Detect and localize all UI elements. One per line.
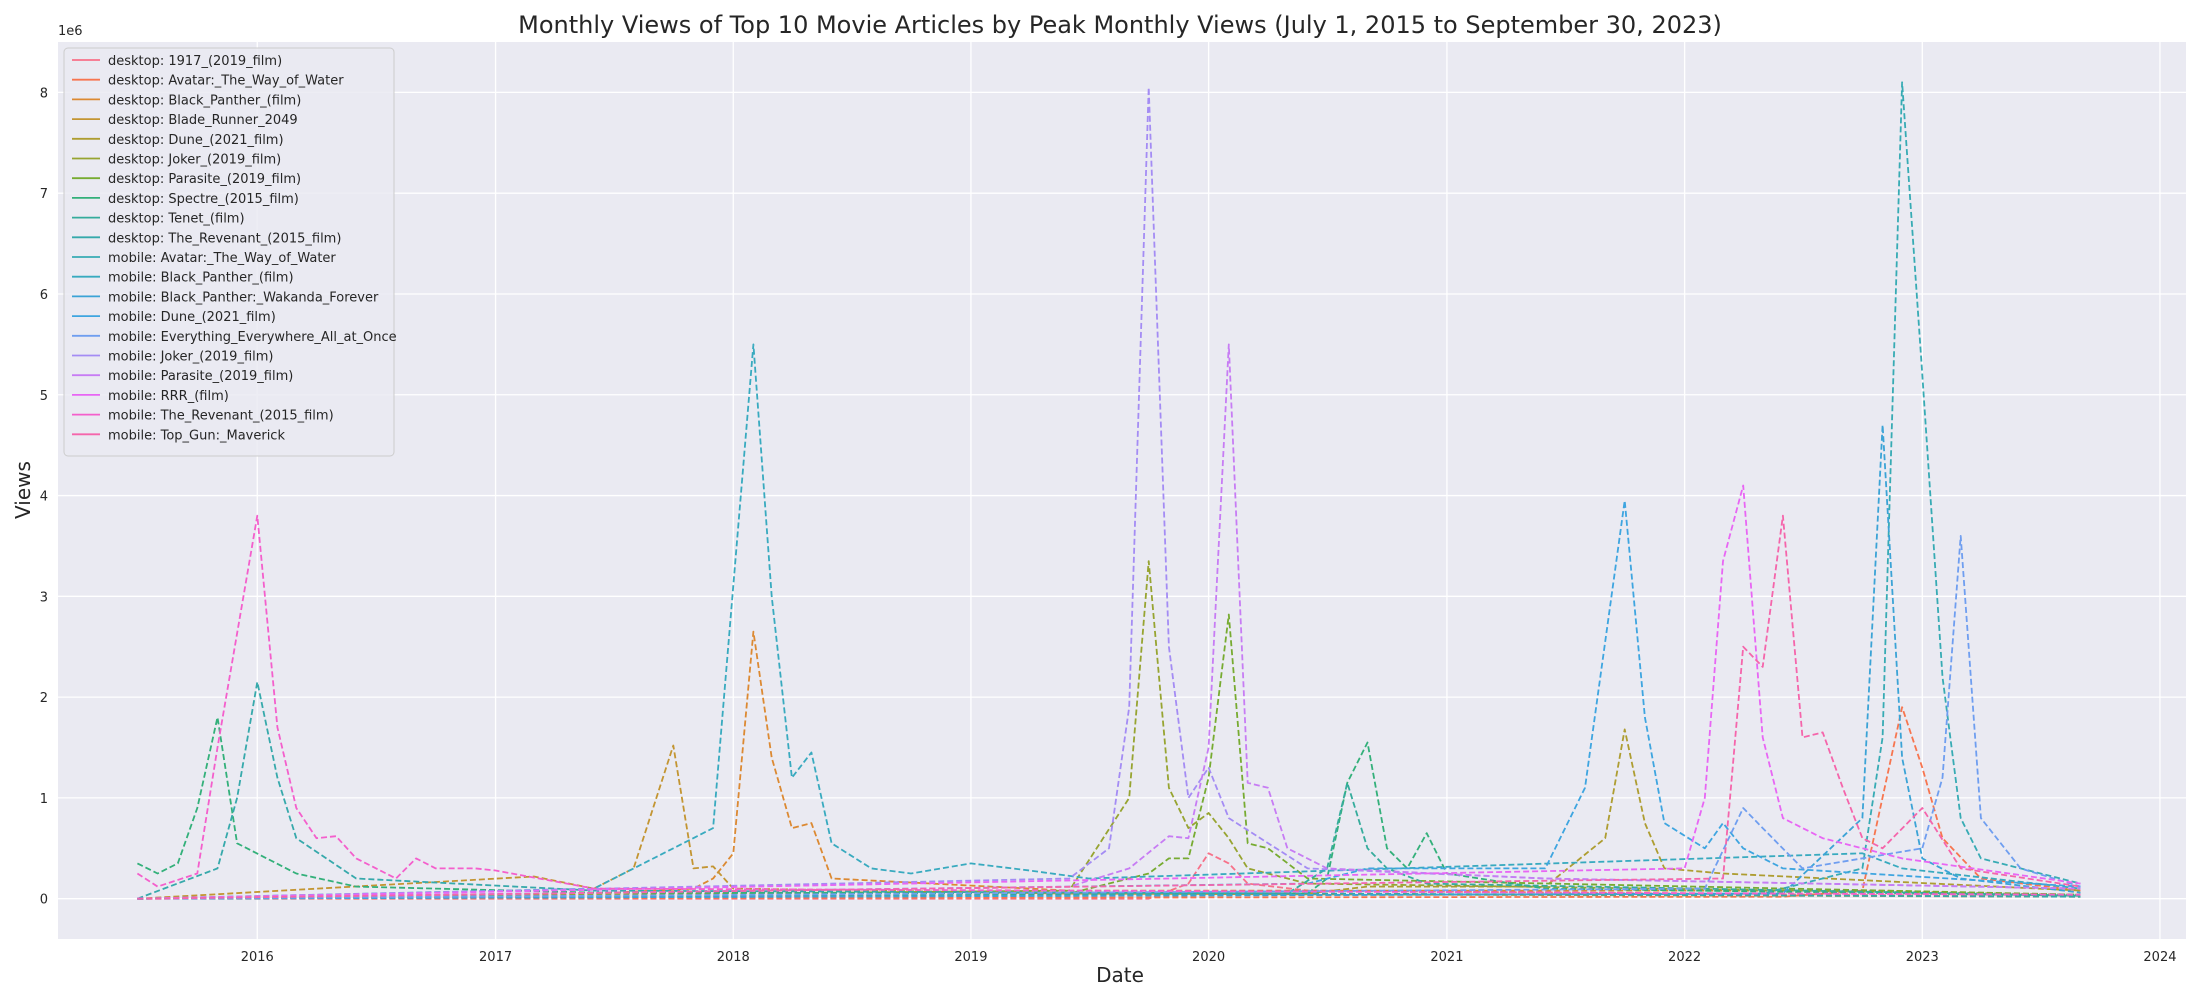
x-tick-label: 2024 xyxy=(2143,950,2176,965)
series-line xyxy=(137,343,2081,900)
legend: desktop: 1917_(2019_film) desktop: Avatar… xyxy=(63,47,397,457)
x-axis-label: Date xyxy=(1096,963,1144,987)
x-tick-label: 2019 xyxy=(954,950,987,965)
legend-label: desktop: Spectre_(2015_film) xyxy=(108,192,299,207)
series-line xyxy=(137,706,2081,900)
y-tick-label: 7 xyxy=(40,187,48,202)
legend-label: desktop: 1917_(2019_film) xyxy=(108,54,282,69)
legend-label: mobile: Everything_Everywhere_All_at_Onc… xyxy=(108,330,397,345)
x-tick-label: 2021 xyxy=(1430,950,1463,965)
x-tick-label: 2022 xyxy=(1668,950,1701,965)
legend-label: mobile: Dune_(2021_film) xyxy=(108,310,276,325)
legend-label: mobile: Avatar:_The_Way_of_Water xyxy=(108,251,336,266)
y-tick-label: 1 xyxy=(40,792,48,807)
series-line xyxy=(137,484,2081,900)
x-tick-label: 2023 xyxy=(1906,950,1939,965)
legend-label: mobile: Parasite_(2019_film) xyxy=(108,369,293,384)
x-tick-label: 2016 xyxy=(241,950,274,965)
legend-label: desktop: Parasite_(2019_film) xyxy=(108,172,301,187)
x-tick-label: 2020 xyxy=(1192,950,1225,965)
y-tick-label: 0 xyxy=(40,893,48,908)
legend-label: mobile: RRR_(film) xyxy=(108,389,229,404)
series-layer xyxy=(136,81,2081,900)
x-tick-label: 2017 xyxy=(479,950,512,965)
series-line xyxy=(137,681,2081,900)
y-tick-label: 3 xyxy=(40,590,48,605)
series-line xyxy=(137,86,2081,900)
legend-label: mobile: Top_Gun:_Maverick xyxy=(108,428,285,443)
legend-label: desktop: Blade_Runner_2049 xyxy=(108,113,298,128)
legend-label: desktop: Avatar:_The_Way_of_Water xyxy=(108,74,344,89)
series-line xyxy=(136,716,2081,897)
series-line xyxy=(136,514,2081,896)
y-tick-label: 5 xyxy=(40,389,48,404)
legend-label: mobile: Black_Panther:_Wakanda_Forever xyxy=(108,290,379,305)
legend-label: mobile: The_Revenant_(2015_film) xyxy=(108,409,334,424)
legend-label: mobile: Joker_(2019_film) xyxy=(108,350,274,365)
x-tick-label: 2018 xyxy=(717,950,750,965)
y-axis-label: Views xyxy=(11,461,35,519)
legend-label: desktop: Black_Panther_(film) xyxy=(108,93,301,108)
legend-label: desktop: The_Revenant_(2015_film) xyxy=(108,231,341,246)
y-tick-label: 4 xyxy=(40,490,48,505)
legend-label: mobile: Black_Panther_(film) xyxy=(108,271,294,286)
plot-area xyxy=(58,42,2186,939)
legend-frame xyxy=(63,47,395,457)
legend-label: desktop: Dune_(2021_film) xyxy=(108,133,284,148)
legend-label: desktop: Tenet_(film) xyxy=(108,212,245,227)
y-tick-labels: 0 1 2 3 4 5 6 7 8 xyxy=(40,86,48,907)
series-line xyxy=(137,514,2081,900)
x-tick-labels: 2016 2017 2018 2019 2020 2021 2022 2023 2024 xyxy=(241,950,2177,965)
y-tick-label: 6 xyxy=(40,288,48,303)
y-tick-label: 8 xyxy=(40,86,48,101)
series-line xyxy=(137,81,2081,900)
series-line xyxy=(137,424,2081,900)
series-line xyxy=(137,781,2081,900)
y-offset-text: 1e6 xyxy=(58,24,83,39)
series-line xyxy=(137,343,2081,900)
chart-title: Monthly Views of Top 10 Movie Articles b… xyxy=(518,11,1722,39)
series-line xyxy=(137,499,2081,900)
y-tick-label: 2 xyxy=(40,691,48,706)
legend-label: desktop: Joker_(2019_film) xyxy=(108,153,281,168)
